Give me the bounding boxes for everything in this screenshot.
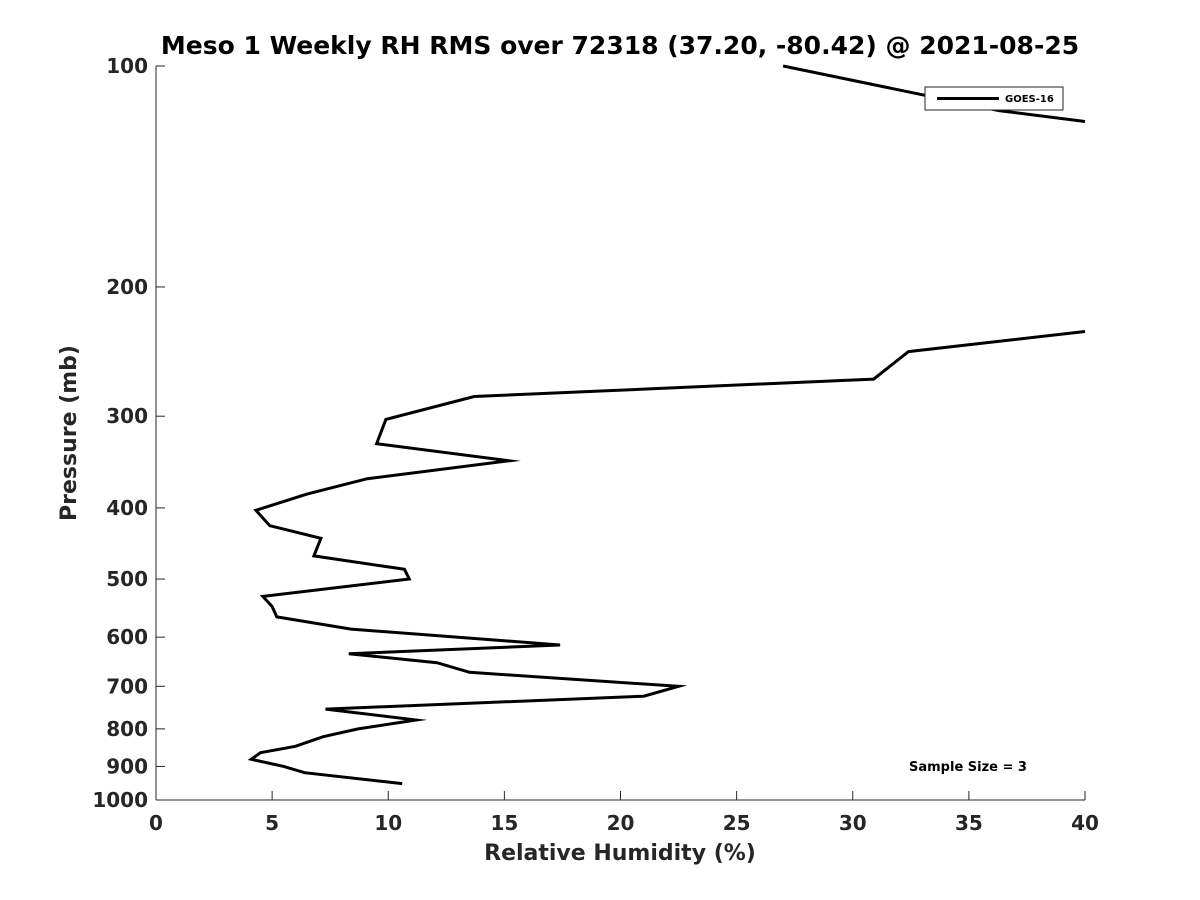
- x-axis-ticks: 0 5 10 15 20 25 30 35 40: [149, 791, 1099, 835]
- y-tick-label: 900: [106, 754, 148, 778]
- y-tick-label: 300: [106, 404, 148, 428]
- y-tick-label: 700: [106, 674, 148, 698]
- y-tick-label: 500: [106, 567, 148, 591]
- x-tick-label: 40: [1071, 811, 1099, 835]
- x-tick-label: 25: [723, 811, 751, 835]
- plot-axes: [155, 66, 1085, 801]
- sample-size-annotation: Sample Size = 3: [909, 760, 1027, 775]
- x-tick-label: 0: [149, 811, 163, 835]
- x-tick-label: 20: [607, 811, 635, 835]
- x-tick-label: 10: [374, 811, 402, 835]
- y-tick-label: 600: [106, 625, 148, 649]
- x-tick-label: 35: [955, 811, 983, 835]
- legend-entry-goes-16: GOES-16: [1005, 94, 1054, 105]
- legend: GOES-16: [924, 86, 1064, 111]
- x-tick-label: 15: [490, 811, 518, 835]
- y-tick-label: 800: [106, 717, 148, 741]
- y-axis-ticks: 100 200 300 400 500 600 700 800 900 1000: [92, 54, 165, 812]
- y-tick-label: 100: [106, 54, 148, 78]
- y-tick-label: 200: [106, 275, 148, 299]
- y-tick-label: 1000: [92, 788, 148, 812]
- x-tick-label: 5: [265, 811, 279, 835]
- x-tick-label: 30: [839, 811, 867, 835]
- x-axis-label: Relative Humidity (%): [484, 841, 756, 866]
- y-tick-label: 400: [106, 496, 148, 520]
- series-layer: [247, 64, 1086, 786]
- chart-title: Meso 1 Weekly RH RMS over 72318 (37.20, …: [161, 31, 1079, 60]
- y-axis-label: Pressure (mb): [57, 345, 82, 521]
- series-line-goes-16: [247, 330, 1086, 786]
